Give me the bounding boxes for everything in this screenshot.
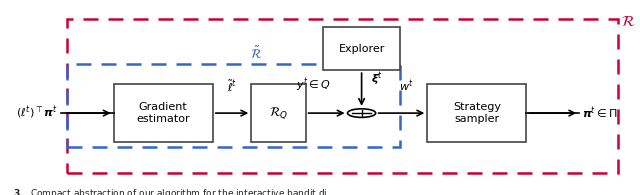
Text: $\boldsymbol{\xi}^t$: $\boldsymbol{\xi}^t$ xyxy=(371,70,383,88)
Text: Gradient
estimator: Gradient estimator xyxy=(136,102,190,124)
Text: $\tilde{\mathcal{R}}$: $\tilde{\mathcal{R}}$ xyxy=(250,46,262,62)
Text: $\mathbf{3.}$  Compact abstraction of our algorithm for the interactive bandit d: $\mathbf{3.}$ Compact abstraction of our… xyxy=(13,187,336,195)
Bar xyxy=(114,84,212,142)
Text: $w^t$: $w^t$ xyxy=(399,78,414,94)
Text: $y^t \in Q$: $y^t \in Q$ xyxy=(296,76,331,94)
Bar xyxy=(67,19,618,173)
Text: $\tilde{\ell}^t$: $\tilde{\ell}^t$ xyxy=(227,78,237,94)
Bar xyxy=(428,84,526,142)
Text: Strategy
sampler: Strategy sampler xyxy=(453,102,501,124)
Text: Explorer: Explorer xyxy=(339,44,385,54)
Text: $\mathcal{R}$: $\mathcal{R}$ xyxy=(621,14,636,29)
Bar xyxy=(252,84,306,142)
Bar xyxy=(67,64,400,147)
Text: $\mathcal{R}_Q$: $\mathcal{R}_Q$ xyxy=(269,105,288,121)
Text: $(\ell^t)^\top\boldsymbol{\pi}^t$: $(\ell^t)^\top\boldsymbol{\pi}^t$ xyxy=(16,105,58,121)
Bar xyxy=(323,27,400,70)
Text: $\boldsymbol{\pi}^t \in \Pi$: $\boldsymbol{\pi}^t \in \Pi$ xyxy=(582,105,618,121)
